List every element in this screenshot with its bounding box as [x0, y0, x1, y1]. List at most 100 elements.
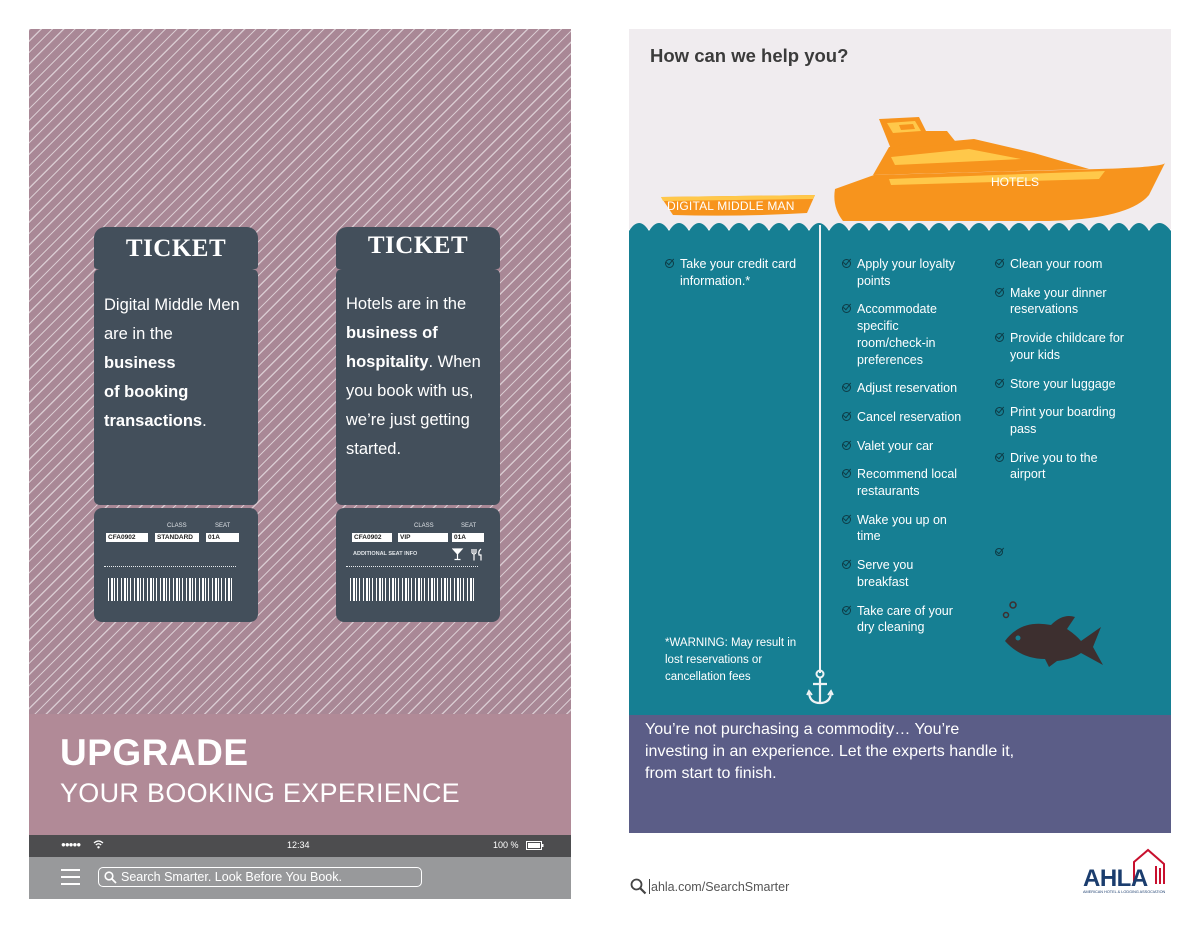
stub-class-label: CLASS [167, 523, 187, 529]
signal-strength: ●●●●● [61, 840, 81, 849]
service-text: Drive you to the airport [1010, 450, 1098, 482]
upgrade-title: UPGRADE [60, 732, 249, 773]
battery-icon [526, 841, 544, 850]
search-icon [630, 878, 647, 895]
ticket-text: Hotels are in the [346, 295, 467, 313]
list-item: Clean your room [995, 256, 1135, 273]
anchor-rope [819, 225, 821, 673]
list-item: Print your boarding pass [995, 404, 1135, 437]
service-text: Apply your loyalty points [857, 257, 955, 288]
hotel-services-list: Apply your loyalty points Accommodate sp… [842, 256, 967, 648]
search-text: Search Smarter. Look Before You Book. [121, 870, 342, 884]
list-item: Serve you breakfast [842, 557, 967, 590]
ticket-text: started. [346, 440, 402, 458]
check-icon [842, 605, 851, 615]
list-item: Take your credit card information.* [665, 256, 805, 289]
check-icon [995, 378, 1004, 388]
service-text: Provide childcare for your kids [1010, 331, 1124, 362]
ticket-text: are in the [104, 325, 173, 343]
stub-code: CFA0902 [352, 533, 392, 542]
service-text: Store your luggage [1010, 376, 1116, 391]
check-icon [842, 411, 851, 421]
upgrade-panel: TICKET Digital Middle Men are in the bus… [29, 29, 571, 899]
service-text: Take your credit card information.* [680, 257, 797, 288]
search-icon [104, 871, 117, 884]
service-text: Serve you breakfast [857, 558, 914, 589]
stub-seat: 01A [206, 533, 239, 542]
ahla-logo: AHLA AMERICAN HOTEL & LODGING ASSOCIATIO… [1080, 848, 1170, 898]
search-input[interactable]: Search Smarter. Look Before You Book. [98, 867, 422, 887]
ticket-text: . When [428, 353, 481, 371]
list-item: Drive you to the airport [995, 450, 1135, 483]
check-icon [995, 407, 1004, 417]
battery-percent: 100 % [493, 840, 519, 850]
bubble-icon [995, 548, 1003, 556]
list-item: Make your dinner reservations [995, 285, 1135, 318]
service-text: Make your dinner reservations [1010, 285, 1107, 317]
stub-seat: 01A [452, 533, 484, 542]
banner-text: You’re not purchasing a commodity… You’r… [645, 721, 1015, 782]
list-item: Valet your car [842, 438, 967, 455]
ticket-text-bold: business of [346, 324, 438, 342]
ticket-heading: TICKET [336, 227, 500, 269]
stub-class: VIP [398, 533, 448, 542]
ticket-text-bold: business [104, 354, 176, 372]
list-item: Wake you up on time [842, 512, 967, 545]
service-text: Recommend local restaurants [857, 467, 958, 499]
anchor-icon [806, 669, 834, 705]
stub-seat-label: SEAT [215, 523, 231, 529]
check-icon [842, 304, 851, 314]
boats-illustration [629, 117, 1171, 239]
service-text: Clean your room [1010, 257, 1103, 271]
menu-icon[interactable] [61, 869, 80, 890]
ticket-heading: TICKET [94, 227, 258, 269]
ticket-text-bold: hospitality [346, 353, 429, 371]
barcode [108, 578, 234, 601]
experience-banner: You’re not purchasing a commodity… You’r… [629, 715, 1171, 833]
stub-class-label: CLASS [414, 523, 434, 529]
ticket-stub: CLASS SEAT CFA0902 STANDARD 01A [94, 508, 258, 622]
service-text: Valet your car [857, 438, 934, 453]
service-text: Accommodate specific room/check-in prefe… [857, 302, 937, 367]
list-item: Accommodate specific room/check-in prefe… [842, 301, 967, 368]
check-icon [842, 259, 851, 268]
ticket-message-hotels: Hotels are in the business of hospitalit… [336, 269, 500, 505]
list-item: Cancel reservation [842, 409, 967, 426]
ticket-message-middlemen: Digital Middle Men are in the business o… [94, 269, 258, 505]
list-item: Apply your loyalty points [842, 256, 967, 289]
check-icon [665, 259, 674, 268]
stub-extra-info: ADDITIONAL SEAT INFO [353, 551, 418, 557]
search-bar: Search Smarter. Look Before You Book. [29, 857, 571, 899]
check-icon [842, 514, 851, 524]
stub-divider [346, 566, 478, 567]
cocktail-dining-icon [452, 548, 482, 561]
status-time: 12:34 [287, 840, 310, 850]
check-icon [842, 469, 851, 479]
stub-divider [104, 566, 236, 567]
logo-subtext: AMERICAN HOTEL & LODGING ASSOCIATION [1083, 890, 1166, 894]
service-text: Cancel reservation [857, 409, 962, 424]
service-text: Wake you up on time [857, 512, 947, 544]
service-text: Print your boarding pass [1010, 405, 1116, 436]
ticket-text-bold: of booking [104, 383, 189, 401]
footer-url[interactable]: ahla.com/SearchSmarter [651, 880, 790, 894]
check-icon [842, 560, 851, 570]
check-icon [995, 333, 1004, 343]
upgrade-banner: UPGRADE YOUR BOOKING EXPERIENCE [29, 714, 571, 835]
wifi-icon [93, 840, 104, 849]
check-icon [842, 383, 851, 393]
check-icon [995, 259, 1004, 268]
stub-class: STANDARD [155, 533, 199, 542]
ticket-text: you book with us, [346, 382, 474, 400]
upgrade-subtitle: YOUR BOOKING EXPERIENCE [60, 778, 460, 808]
stub-code: CFA0902 [106, 533, 148, 542]
service-text: Adjust reservation [857, 381, 958, 396]
ticket-stub: CLASS SEAT CFA0902 VIP 01A ADDITIONAL SE… [336, 508, 500, 622]
ticket-text: Digital Middle Men [104, 296, 240, 314]
ticket-text-bold: transactions [104, 412, 203, 430]
house-roof-icon [1133, 848, 1165, 884]
stub-seat-label: SEAT [461, 523, 477, 529]
list-item: Provide childcare for your kids [995, 330, 1135, 363]
hotels-boat-label: HOTELS [991, 175, 1040, 189]
barcode [350, 578, 476, 601]
